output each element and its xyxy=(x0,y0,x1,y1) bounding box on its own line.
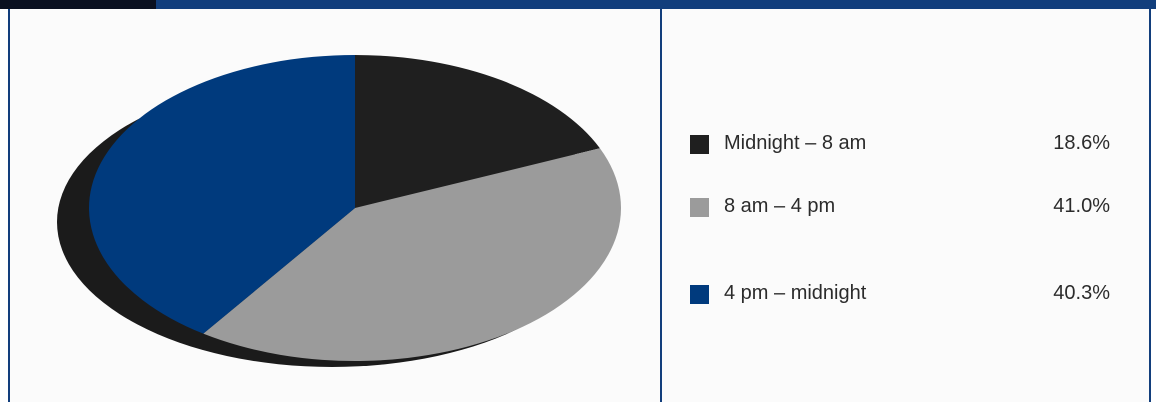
legend-item: Midnight – 8 am 18.6% xyxy=(690,130,1110,160)
legend-swatch xyxy=(690,285,709,304)
pie-chart-panel xyxy=(10,9,660,402)
frame-left-border xyxy=(8,9,10,402)
top-accent-bar xyxy=(0,0,1156,9)
pie-slice xyxy=(355,55,600,208)
legend-value: 40.3% xyxy=(1053,282,1110,304)
pie-slice xyxy=(203,148,621,361)
legend-label: 8 am – 4 pm xyxy=(724,195,836,217)
legend-item: 8 am – 4 pm 41.0% xyxy=(690,193,1110,223)
pie-chart xyxy=(57,55,621,367)
legend-value: 18.6% xyxy=(1053,132,1110,154)
panel-divider xyxy=(660,9,662,402)
top-accent-bar-dark-segment xyxy=(0,0,156,9)
legend-swatch xyxy=(690,198,709,217)
frame-right-border xyxy=(1149,9,1151,402)
legend-label: 4 pm – midnight xyxy=(724,282,867,304)
legend-swatch xyxy=(690,135,709,154)
legend-label: Midnight – 8 am xyxy=(724,132,867,154)
pie-slice xyxy=(89,55,356,334)
legend-panel: Midnight – 8 am 18.6% 8 am – 4 pm 41.0% … xyxy=(662,9,1149,402)
legend-item: 4 pm – midnight 40.3% xyxy=(690,280,1110,310)
legend-value: 41.0% xyxy=(1053,195,1110,217)
